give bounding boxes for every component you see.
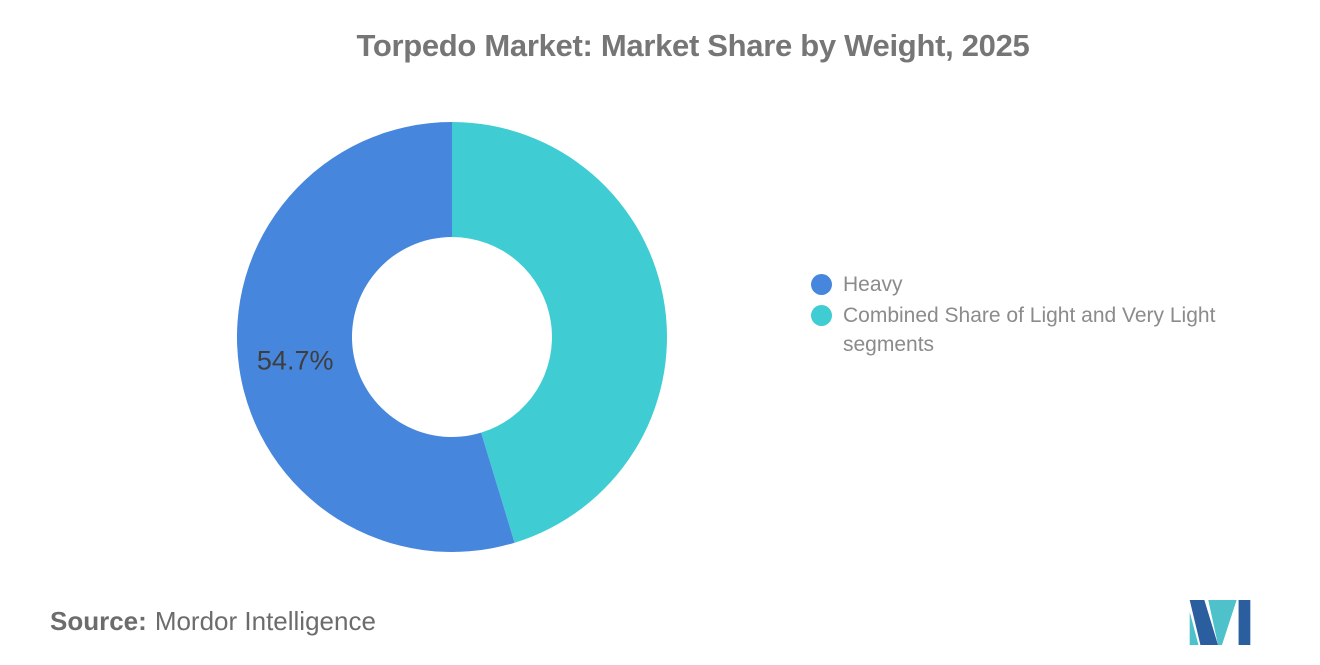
legend-item-label: Heavy: [843, 273, 903, 296]
source-text: Mordor Intelligence: [154, 606, 376, 636]
legend-item-heavy: Heavy: [811, 270, 1243, 299]
legend-swatch-icon: [811, 305, 832, 326]
logo-middle-triangle: [1208, 600, 1237, 645]
mordor-intelligence-logo: [1189, 600, 1251, 645]
chart-title: Torpedo Market: Market Share by Weight, …: [356, 28, 1030, 63]
logo-right-bar: [1238, 600, 1251, 645]
chart-legend: Heavy Combined Share of Light and Very Li…: [811, 270, 1243, 361]
donut-chart: 54.7%: [236, 122, 667, 552]
donut-chart-area: 54.7%: [232, 117, 672, 557]
donut-slice-heavy: [236, 122, 515, 552]
slice-value-label: 54.7%: [257, 345, 334, 375]
legend-item-label: Combined Share of Light and Very Light s…: [843, 304, 1216, 356]
donut-slice-combined-share-of-light-and-very-light-segments: [452, 122, 667, 543]
legend-item-combined-share-of-light-and-very-light-segments: Combined Share of Light and Very Light s…: [811, 301, 1243, 359]
logo-left-lower-triangle: [1189, 611, 1199, 645]
source-prefix-label: Source:: [50, 606, 147, 636]
logo-left-diagonal-stroke: [1189, 600, 1219, 645]
legend-swatch-icon: [811, 274, 832, 295]
source-line: Source: Mordor Intelligence: [50, 606, 376, 637]
